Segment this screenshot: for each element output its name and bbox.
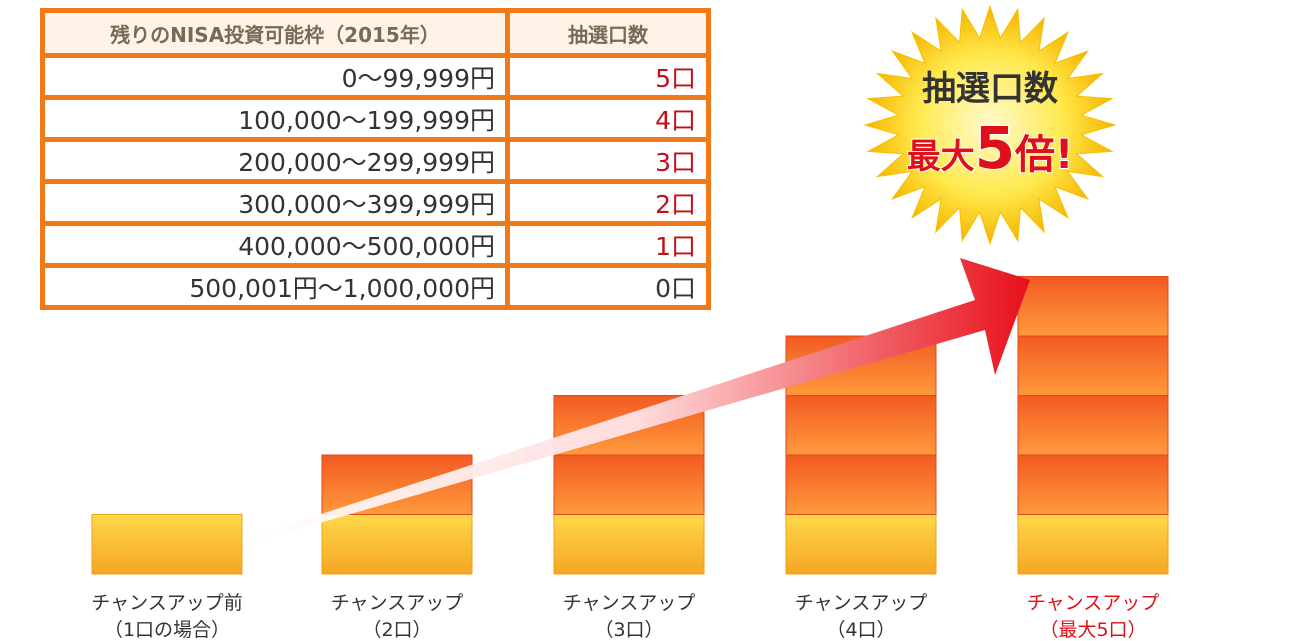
- block-base: [1017, 514, 1169, 575]
- cell: 5口: [505, 53, 711, 100]
- badge-times: 倍!: [1014, 132, 1073, 178]
- block-base: [91, 514, 243, 575]
- column-label: チャンスアップ: [795, 592, 927, 614]
- block: [1017, 276, 1169, 337]
- cell: 100,000～199,999円: [40, 95, 510, 142]
- cell: 1口: [505, 221, 711, 268]
- column-label: （3口）: [594, 619, 663, 641]
- column-label: （4口）: [826, 619, 895, 641]
- column-label: チャンスアップ: [1027, 592, 1159, 614]
- block: [785, 395, 937, 456]
- starburst: [863, 4, 1117, 246]
- column-label: チャンスアップ: [563, 592, 695, 614]
- column-label: （1口の場合）: [104, 619, 230, 641]
- column-labels: チャンスアップ前 （1口の場合） チャンスアップ （2口） チャンスアップ （3口） チャン…: [91, 592, 1159, 641]
- block-base: [785, 514, 937, 575]
- badge-line1: 抽選口数: [922, 69, 1058, 109]
- block: [1017, 454, 1169, 515]
- cell: 0～99,999円: [40, 53, 510, 100]
- block-base: [321, 514, 473, 575]
- cell: 500,001円～1,000,000円: [40, 263, 510, 310]
- cell: 2口: [505, 179, 711, 226]
- block: [785, 454, 937, 515]
- badge-max: 最大: [907, 137, 975, 177]
- column-label: （2口）: [362, 619, 431, 641]
- arrow: [242, 258, 1030, 545]
- block: [553, 454, 705, 515]
- column-label: チャンスアップ: [331, 592, 463, 614]
- cell: 3口: [505, 137, 711, 184]
- header-cell: 残りのNISA投資可能枠（2015年）: [40, 8, 510, 58]
- badge-five: 5: [975, 114, 1015, 182]
- cell: 200,000～299,999円: [40, 137, 510, 184]
- table: 残りのNISA投資可能枠（2015年） 抽選口数 0～99,999円 5口 100,…: [40, 8, 711, 310]
- cell: 300,000～399,999円: [40, 179, 510, 226]
- block: [1017, 395, 1169, 456]
- badge-line2: 最大5倍!: [907, 114, 1074, 182]
- cell: 400,000～500,000円: [40, 221, 510, 268]
- block-base: [553, 514, 705, 575]
- column-label: （最大5口）: [1039, 619, 1146, 641]
- cell: 0口: [505, 263, 711, 310]
- header-cell: 抽選口数: [505, 8, 711, 58]
- block: [1017, 335, 1169, 396]
- column-label: チャンスアップ前: [91, 592, 242, 614]
- cell: 4口: [505, 95, 711, 142]
